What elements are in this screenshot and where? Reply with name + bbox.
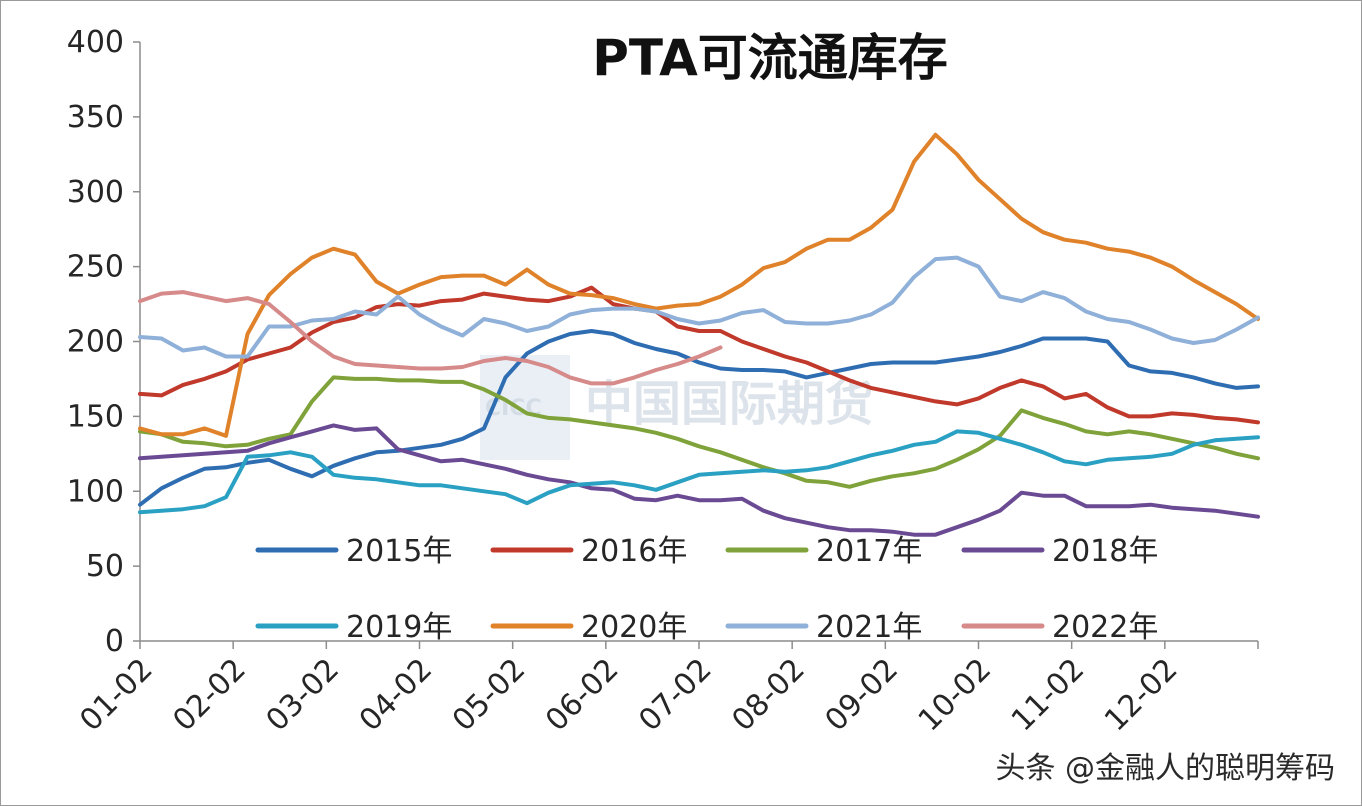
- legend-item: 2021年: [725, 610, 922, 645]
- legend: 2015年 2016年 2017年 2018年 2019年 2020年 2021年 2022年: [255, 534, 1158, 645]
- legend-label: 2017年: [816, 534, 922, 569]
- legend-item: 2016年: [490, 534, 687, 569]
- y-tick-label: 0: [105, 624, 124, 659]
- series-line: [138, 423, 1260, 537]
- series-line: [138, 375, 1260, 489]
- legend-label: 2019年: [346, 610, 452, 645]
- x-tick-label: 05-02: [446, 652, 532, 738]
- legend-item: 2015年: [255, 534, 452, 569]
- series-line: [138, 429, 1260, 515]
- x-tick-label: 11-02: [1005, 652, 1091, 738]
- legend-label: 2016年: [581, 534, 687, 569]
- x-tick-label: 02-02: [166, 652, 252, 738]
- series-line: [138, 290, 723, 386]
- x-tick-label: 03-02: [260, 652, 346, 738]
- x-tick-label: 06-02: [539, 652, 625, 738]
- series-lines: [138, 132, 1260, 537]
- legend-label: 2021年: [816, 610, 922, 645]
- legend-label: 2020年: [581, 610, 687, 645]
- y-tick-label: 100: [67, 474, 124, 509]
- y-tick-label: 150: [67, 399, 124, 434]
- y-tick-label: 400: [67, 25, 124, 60]
- legend-label: 2015年: [346, 534, 452, 569]
- chart-title: PTA可流通库存: [592, 29, 948, 87]
- legend-item: 2019年: [255, 610, 452, 645]
- watermark-logo-block: [480, 355, 570, 460]
- watermark: CICC 中国国际期货: [480, 355, 873, 460]
- series-line: [138, 132, 1260, 438]
- y-tick-label: 200: [67, 325, 124, 360]
- x-tick-label: 01-02: [73, 652, 159, 738]
- y-tick-label: 350: [67, 100, 124, 135]
- series-line: [138, 285, 1260, 425]
- legend-item: 2018年: [961, 534, 1158, 569]
- legend-label: 2018年: [1052, 534, 1158, 569]
- y-tick-label: 300: [67, 175, 124, 210]
- y-tick-label: 50: [86, 549, 124, 584]
- x-tick-label: 12-02: [1098, 652, 1184, 738]
- x-tick-label: 09-02: [819, 652, 905, 738]
- x-tick-label: 04-02: [353, 652, 439, 738]
- x-tick-label: 10-02: [912, 652, 998, 738]
- legend-item: 2020年: [490, 610, 687, 645]
- legend-label: 2022年: [1052, 610, 1158, 645]
- x-tick-label: 07-02: [632, 652, 718, 738]
- watermark-text: 中国国际期货: [585, 376, 873, 432]
- legend-item: 2017年: [725, 534, 922, 569]
- legend-item: 2022年: [961, 610, 1158, 645]
- series-line: [138, 255, 1260, 359]
- source-credit: 头条 @金融人的聪明筹码: [995, 751, 1335, 786]
- x-tick-label: 08-02: [725, 652, 811, 738]
- y-tick-label: 250: [67, 250, 124, 285]
